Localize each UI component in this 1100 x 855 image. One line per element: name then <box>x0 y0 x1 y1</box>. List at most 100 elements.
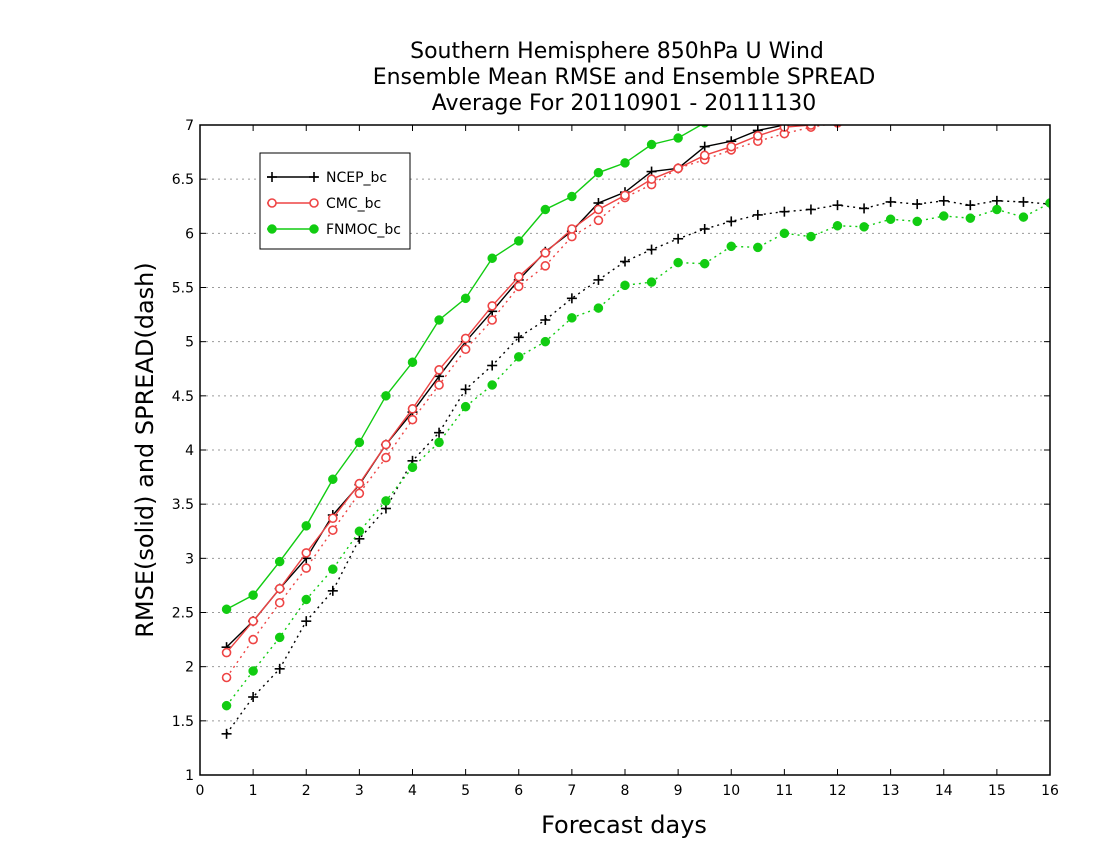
x-tick-label: 11 <box>775 783 793 799</box>
grid <box>200 178 1050 722</box>
data-point-fnmoc-bc-spread <box>1018 212 1029 222</box>
y-tick-label: 2.5 <box>172 606 194 622</box>
data-point-ncep-bc-spread <box>699 224 710 234</box>
data-point-cmc-bc-spread <box>221 672 232 683</box>
data-point-ncep-bc-rmse <box>859 107 869 117</box>
data-point-fnmoc-bc-spread <box>779 228 790 239</box>
data-point-cmc-bc-rmse <box>620 190 630 201</box>
legend-marker <box>309 224 319 234</box>
data-point-fnmoc-bc-spread <box>593 303 604 313</box>
data-point-fnmoc-bc-spread <box>753 242 763 253</box>
data-point-cmc-bc-rmse <box>513 271 524 282</box>
series-line-fnmoc-bc-rmse <box>226 125 703 610</box>
data-point-fnmoc-bc-rmse <box>939 92 948 101</box>
data-point-fnmoc-bc-spread <box>673 257 683 268</box>
data-point-cmc-bc-rmse <box>354 478 365 489</box>
data-point-fnmoc-bc-rmse <box>487 253 497 263</box>
chart-title-line-1: Southern Hemisphere 850hPa U Wind <box>410 39 824 64</box>
y-tick-label: 6.5 <box>172 172 194 188</box>
legend-item-fnmoc-bc: FNMOC_bc <box>267 222 401 238</box>
data-point-cmc-bc-rmse <box>274 583 285 594</box>
data-point-fnmoc-bc-spread <box>859 222 869 232</box>
data-point-fnmoc-bc-spread <box>965 213 976 223</box>
legend-box <box>259 152 411 250</box>
series-line-cmc-bc-spread <box>225 125 829 678</box>
data-point-cmc-bc-rmse <box>940 108 948 116</box>
data-point-fnmoc-bc-rmse <box>301 521 311 531</box>
data-point-ncep-bc-spread <box>487 360 498 371</box>
data-point-fnmoc-bc-spread <box>221 700 232 711</box>
data-point-ncep-bc-spread <box>752 209 763 220</box>
data-point-ncep-bc-spread <box>646 244 657 255</box>
data-point-cmc-bc-rmse <box>726 141 737 152</box>
data-point-ncep-bc-spread <box>885 196 896 207</box>
data-point-fnmoc-bc-spread <box>806 231 816 242</box>
data-point-fnmoc-bc-rmse <box>593 167 604 178</box>
x-tick-label: 0 <box>196 783 205 799</box>
data-point-fnmoc-bc-spread <box>540 336 551 347</box>
data-point-ncep-bc-spread <box>327 585 338 596</box>
data-point-cmc-bc-spread <box>460 344 471 355</box>
data-point-cmc-bc-rmse <box>860 115 868 123</box>
x-tick-label: 7 <box>567 783 576 799</box>
data-point-ncep-bc-spread <box>274 663 285 674</box>
data-point-cmc-bc-rmse <box>1046 103 1054 111</box>
data-point-cmc-bc-spread <box>274 597 285 608</box>
data-point-ncep-bc-rmse <box>939 98 949 108</box>
x-tick-label: 12 <box>829 783 847 799</box>
data-point-cmc-bc-rmse <box>699 150 710 161</box>
data-point-fnmoc-bc-spread <box>407 462 418 473</box>
data-point-cmc-bc-rmse <box>301 548 312 558</box>
y-tick-label: 1 <box>185 768 194 784</box>
data-point-fnmoc-bc-rmse <box>248 590 258 600</box>
data-point-cmc-bc-rmse <box>673 163 683 174</box>
data-point-fnmoc-bc-spread <box>248 666 258 676</box>
x-tick-label: 6 <box>514 783 523 799</box>
data-point-cmc-bc-rmse <box>966 106 974 114</box>
data-point-ncep-bc-rmse <box>1018 93 1028 103</box>
x-tick-label: 16 <box>1041 783 1059 799</box>
data-point-fnmoc-bc-spread <box>620 280 630 291</box>
data-point-ncep-bc-spread <box>912 199 923 210</box>
data-point-cmc-bc-rmse <box>1019 104 1027 112</box>
data-point-cmc-bc-rmse <box>806 125 816 130</box>
data-point-fnmoc-bc-rmse <box>221 604 232 614</box>
data-point-fnmoc-bc-rmse <box>833 99 842 108</box>
chart-title-line-3: Average For 20110901 - 20111130 <box>432 91 817 116</box>
data-point-fnmoc-bc-spread <box>487 380 497 390</box>
data-point-fnmoc-bc-spread <box>1045 198 1050 208</box>
x-axis-label: Forecast days <box>541 811 707 839</box>
y-tick-label: 3 <box>185 551 194 567</box>
data-point-fnmoc-bc-spread <box>381 496 391 506</box>
data-point-ncep-bc-spread <box>434 427 445 438</box>
data-point-fnmoc-bc-spread <box>434 437 444 448</box>
data-point-ncep-bc-spread <box>593 274 604 285</box>
y-tick-label: 5 <box>185 335 194 351</box>
data-point-cmc-bc-rmse <box>487 301 497 311</box>
data-point-fnmoc-bc-spread <box>885 214 896 224</box>
data-point-fnmoc-bc-spread <box>514 352 524 362</box>
data-point-ncep-bc-spread <box>832 200 843 211</box>
data-point-cmc-bc-rmse <box>993 105 1001 113</box>
data-point-fnmoc-bc-rmse <box>460 293 471 304</box>
data-point-cmc-bc-rmse <box>460 333 471 344</box>
x-tick-label: 3 <box>355 783 364 799</box>
y-tick-label: 1.5 <box>172 714 194 730</box>
y-tick-label: 7 <box>185 118 194 134</box>
data-point-cmc-bc-spread <box>540 261 551 271</box>
data-point-fnmoc-bc-spread <box>699 258 710 269</box>
series-layer <box>221 89 1054 739</box>
legend-marker <box>267 224 277 234</box>
data-point-fnmoc-bc-spread <box>832 221 843 231</box>
data-point-fnmoc-bc-rmse <box>1019 89 1028 98</box>
x-tick-label: 9 <box>674 783 683 799</box>
legend-label: CMC_bc <box>326 196 381 212</box>
data-point-cmc-bc-rmse <box>913 110 921 118</box>
legend: NCEP_bc CMC_bc FNMOC_bc <box>259 152 411 250</box>
data-point-fnmoc-bc-spread <box>646 277 657 287</box>
data-point-ncep-bc-spread <box>779 206 790 217</box>
data-point-ncep-bc-rmse <box>965 96 975 106</box>
data-point-fnmoc-bc-spread <box>274 632 285 643</box>
data-point-ncep-bc-spread <box>540 315 551 325</box>
data-point-cmc-bc-spread <box>513 281 524 292</box>
